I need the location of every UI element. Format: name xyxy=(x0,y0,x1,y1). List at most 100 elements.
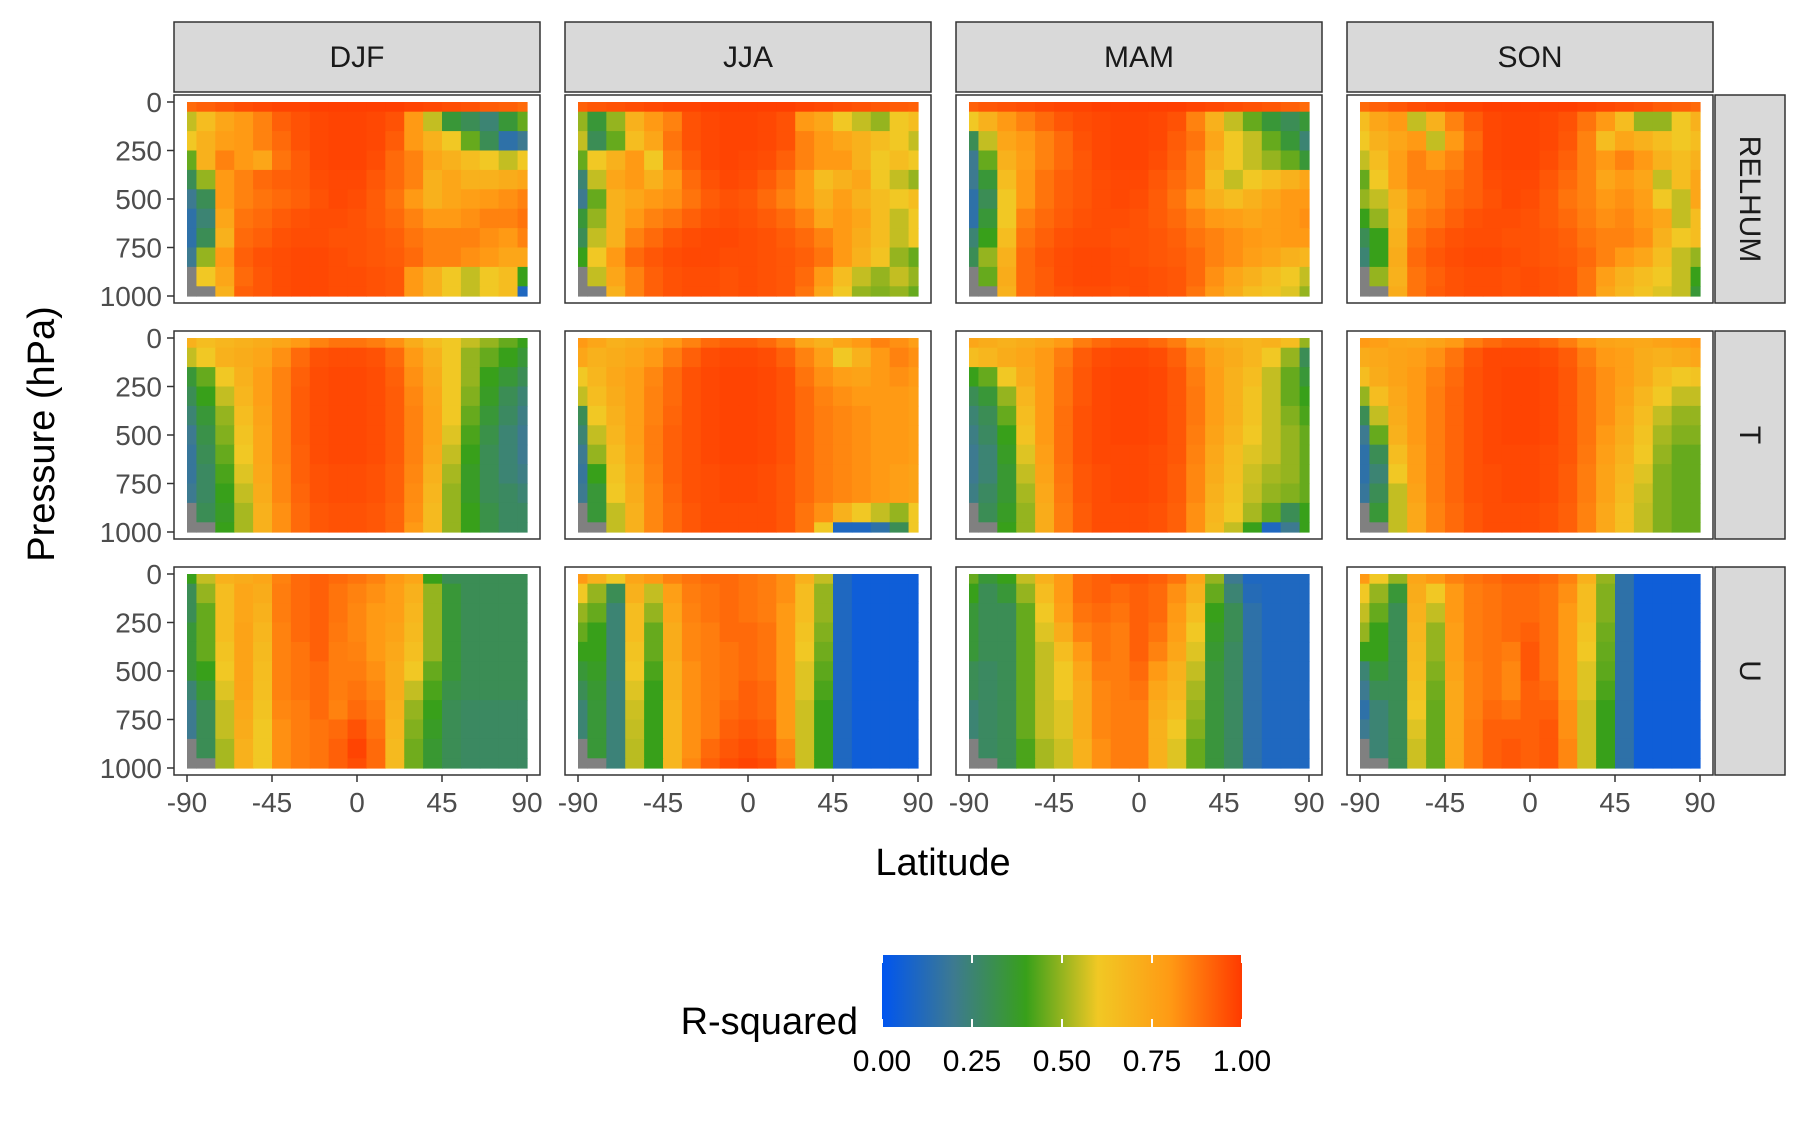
heatmap-cell xyxy=(681,111,702,132)
heatmap-cell xyxy=(663,111,683,132)
heatmap-cell xyxy=(738,367,759,388)
heatmap-cell xyxy=(606,641,626,662)
heatmap-cell xyxy=(1261,574,1282,585)
heatmap-cell xyxy=(1148,169,1168,190)
heatmap-cell xyxy=(1360,347,1371,368)
x-tick-label: 45 xyxy=(1599,787,1630,818)
heatmap-cell xyxy=(1426,738,1446,759)
heatmap-cell xyxy=(851,150,872,171)
heatmap-cell xyxy=(1407,189,1427,210)
heatmap-cell xyxy=(1671,347,1692,368)
heatmap-cell xyxy=(517,661,528,682)
heatmap-cell xyxy=(1360,680,1371,701)
heatmap-cell xyxy=(795,464,815,485)
heatmap-cell xyxy=(404,247,424,268)
heatmap-cell xyxy=(1690,386,1701,407)
heatmap-cell xyxy=(851,622,872,643)
heatmap-cell xyxy=(347,228,368,249)
heatmap-cell xyxy=(814,338,834,349)
heatmap-cell xyxy=(1388,169,1408,190)
x-tick-label: 45 xyxy=(817,787,848,818)
heatmap-cell xyxy=(328,405,349,426)
heatmap-cell xyxy=(814,228,834,249)
heatmap-cell xyxy=(1360,738,1371,759)
heatmap-cell xyxy=(578,583,589,604)
heatmap-cell xyxy=(776,483,796,504)
heatmap-cell xyxy=(423,386,443,407)
heatmap-cell xyxy=(814,502,834,523)
heatmap-cell xyxy=(1615,189,1635,210)
heatmap-cell xyxy=(833,464,853,485)
heatmap-cell xyxy=(309,641,330,662)
heatmap-cell xyxy=(517,574,528,585)
heatmap-cell xyxy=(1035,247,1055,268)
heatmap-cell xyxy=(1205,603,1225,624)
heatmap-cell xyxy=(644,228,664,249)
heatmap-cell xyxy=(1167,266,1187,287)
heatmap-cell xyxy=(578,758,589,769)
heatmap-cell xyxy=(889,483,910,504)
heatmap-cell xyxy=(1261,169,1282,190)
heatmap-cell xyxy=(1148,367,1168,388)
heatmap-cell xyxy=(498,208,519,229)
heatmap-cell xyxy=(1035,622,1055,643)
heatmap-cell xyxy=(196,603,216,624)
heatmap-cell xyxy=(1482,738,1503,759)
heatmap-cell xyxy=(1186,189,1206,210)
heatmap-cell xyxy=(1445,522,1465,533)
heatmap-cell xyxy=(851,367,872,388)
heatmap-cell xyxy=(479,286,500,297)
heatmap-cell xyxy=(234,150,254,171)
heatmap-cell xyxy=(1426,286,1446,297)
heatmap-cell xyxy=(517,641,528,662)
heatmap-cell xyxy=(889,189,910,210)
heatmap-cell xyxy=(1671,719,1692,740)
heatmap-cell xyxy=(1205,150,1225,171)
heatmap-cell xyxy=(517,150,528,171)
heatmap-cell xyxy=(1539,574,1559,585)
heatmap-cell xyxy=(625,286,645,297)
heatmap-cell xyxy=(1633,338,1654,349)
heatmap-cell xyxy=(889,150,910,171)
heatmap-cell xyxy=(681,719,702,740)
heatmap-cell xyxy=(1539,603,1559,624)
heatmap-cell xyxy=(1520,131,1541,152)
heatmap-cell xyxy=(272,131,292,152)
heatmap-cell xyxy=(1671,131,1692,152)
heatmap-cell xyxy=(738,150,759,171)
heatmap-cell xyxy=(644,102,664,113)
heatmap-cell xyxy=(681,228,702,249)
heatmap-cell xyxy=(309,444,330,465)
heatmap-cell xyxy=(1205,286,1225,297)
heatmap-cell xyxy=(1129,111,1150,132)
heatmap-cell xyxy=(1242,111,1263,132)
heatmap-cell xyxy=(870,208,891,229)
heatmap-cell xyxy=(1360,758,1371,769)
heatmap-cell xyxy=(460,228,481,249)
heatmap-cell xyxy=(870,758,891,769)
heatmap-cell xyxy=(328,700,349,721)
heatmap-cell xyxy=(1054,502,1074,523)
heatmap-cell xyxy=(719,574,740,585)
heatmap-cell xyxy=(1360,622,1371,643)
heatmap-cell xyxy=(1558,738,1578,759)
heatmap-cell xyxy=(1652,700,1673,721)
heatmap-cell xyxy=(644,680,664,701)
heatmap-cell xyxy=(366,583,386,604)
heatmap-cell xyxy=(1091,150,1112,171)
heatmap-cell xyxy=(776,502,796,523)
heatmap-cell xyxy=(442,574,462,585)
heatmap-cell xyxy=(1054,719,1074,740)
heatmap-cell xyxy=(1558,247,1578,268)
heatmap-cell xyxy=(1690,338,1701,349)
heatmap-cell xyxy=(969,464,980,485)
heatmap-cell xyxy=(517,464,528,485)
heatmap-cell xyxy=(719,603,740,624)
heatmap-cell xyxy=(1167,347,1187,368)
heatmap-cell xyxy=(1035,444,1055,465)
heatmap-cell xyxy=(442,338,462,349)
heatmap-cell xyxy=(1129,464,1150,485)
heatmap-cell xyxy=(889,700,910,721)
heatmap-cell xyxy=(889,444,910,465)
heatmap-cell xyxy=(1167,738,1187,759)
